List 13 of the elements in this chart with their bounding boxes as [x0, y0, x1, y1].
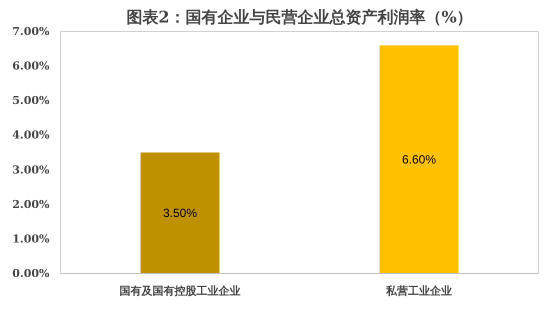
y-tick-label: 0.00%: [12, 267, 50, 280]
y-tick-label: 2.00%: [12, 198, 50, 211]
y-tick-label: 4.00%: [12, 128, 50, 142]
x-tick-label: 私营工业企业: [385, 284, 452, 298]
data-label: 3.50%: [162, 206, 198, 220]
y-tick-label: 7.00%: [12, 25, 50, 38]
y-tick-label: 6.00%: [12, 60, 50, 73]
y-tick-label: 3.00%: [12, 163, 50, 176]
data-label: 6.60%: [402, 152, 436, 166]
y-tick-label: 1.00%: [12, 232, 50, 246]
chart-title: 图表2：国有企业与民营企业总资产利润率（%）: [126, 8, 473, 26]
y-tick-label: 5.00%: [12, 94, 50, 108]
x-tick-label: 国有及国有控股工业企业: [120, 284, 240, 298]
